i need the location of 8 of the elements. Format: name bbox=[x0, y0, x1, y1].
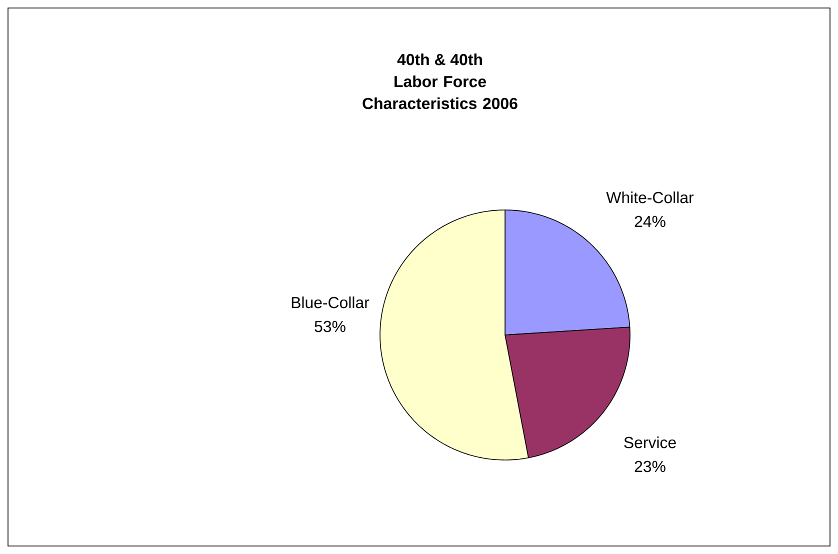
chart-title: 40th & 40th bbox=[397, 54, 482, 66]
slice-label: White-Collar bbox=[606, 192, 694, 204]
data-label: 23% bbox=[634, 460, 666, 472]
slice-label: Blue-Collar bbox=[292, 296, 370, 308]
data-label: 53% bbox=[314, 320, 346, 332]
data-label: 24% bbox=[634, 216, 666, 228]
slice-label: Service bbox=[624, 436, 676, 448]
chart-subtitle: Labor Force Characteristics 2006 bbox=[362, 76, 518, 110]
